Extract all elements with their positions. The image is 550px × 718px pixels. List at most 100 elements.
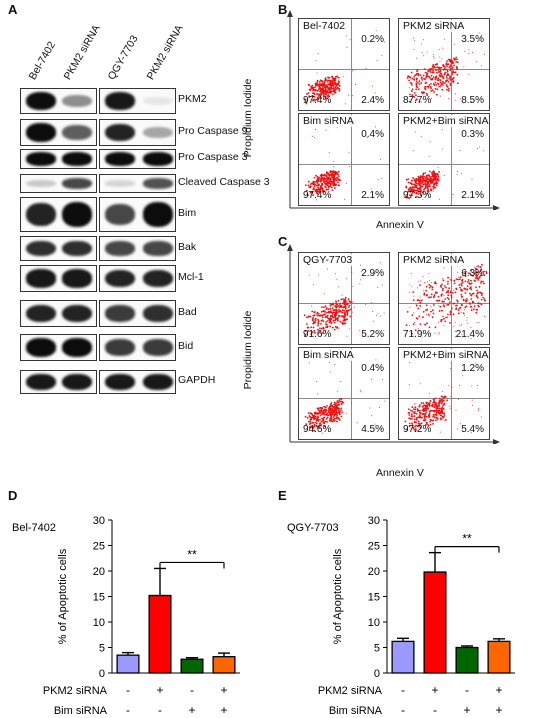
scatter-dot <box>317 184 319 186</box>
scatter-dot <box>419 323 422 325</box>
scatter-dot <box>312 414 315 417</box>
scatter-dot <box>426 51 428 53</box>
condition-mark: - <box>190 683 194 697</box>
scatter-dot <box>316 413 319 416</box>
scatter-dot <box>379 262 381 264</box>
scatter-dot <box>429 315 431 317</box>
scatter-dot <box>347 309 350 312</box>
scatter-dot <box>339 306 341 309</box>
scatter-dot <box>465 300 467 303</box>
scatter-dot <box>431 288 434 291</box>
scatter-dot <box>473 266 475 268</box>
scatter-dot <box>432 69 434 72</box>
scatter-dot <box>446 72 448 73</box>
quadrant-lr-percent: 2.1% <box>461 190 484 201</box>
scatter-dot <box>417 175 420 178</box>
scatter-dot <box>449 69 452 71</box>
scatter-dot <box>415 177 418 180</box>
scatter-dot <box>334 316 336 318</box>
scatter-dot <box>441 76 444 78</box>
scatter-dot <box>332 83 335 86</box>
scatter-dot <box>424 323 427 326</box>
scatter-dot <box>333 420 336 422</box>
scatter-dot <box>432 419 434 422</box>
scatter-dot <box>324 79 327 82</box>
scatter-dot <box>430 97 432 99</box>
scatter-dot <box>437 85 439 87</box>
scatter-dot <box>430 296 432 298</box>
scatter-dot <box>461 324 462 326</box>
scatter-dots <box>405 122 484 201</box>
scatter-dot <box>453 64 455 67</box>
scatter-dot <box>475 272 477 274</box>
scatter-dot <box>377 313 379 315</box>
scatter-dot <box>442 47 444 49</box>
scatter-dot <box>328 321 331 324</box>
blot-band <box>26 240 56 257</box>
scatter-dot <box>335 306 338 309</box>
scatter-dot <box>411 314 414 317</box>
scatter-dot <box>342 315 345 317</box>
scatter-dot <box>437 83 440 85</box>
scatter-dot <box>344 103 346 105</box>
blot-band <box>62 304 92 323</box>
scatter-dot <box>449 58 451 61</box>
scatter-dot <box>421 179 424 182</box>
scatter-dot <box>335 417 337 420</box>
scatter-dot <box>447 63 450 65</box>
scatter-dot <box>439 399 442 402</box>
scatter-dot <box>434 81 437 84</box>
scatter-dot <box>329 171 331 174</box>
scatter-dot <box>443 68 446 70</box>
scatter-dot <box>321 183 324 186</box>
scatter-dot <box>324 316 327 319</box>
scatter-dot <box>422 412 425 415</box>
scatter-dot <box>429 141 431 143</box>
scatter-dots <box>405 261 488 340</box>
scatter-dot <box>337 76 340 79</box>
flow-plot-title: Bim siRNA <box>303 349 354 361</box>
scatter-dot <box>440 66 443 69</box>
scatter-dot <box>408 414 411 416</box>
scatter-dot <box>334 325 337 328</box>
scatter-dot <box>330 417 333 420</box>
scatter-dot <box>334 415 336 417</box>
y-tick-label: 25 <box>368 541 380 553</box>
chart-title: QGY-7703 <box>287 522 339 534</box>
scatter-dot <box>339 310 342 312</box>
scatter-dot <box>442 396 444 399</box>
scatter-dot <box>435 419 437 422</box>
scatter-dot <box>307 92 310 95</box>
scatter-dot <box>348 152 350 154</box>
scatter-dot <box>409 190 412 193</box>
scatter-dot <box>304 98 307 101</box>
scatter-dot <box>428 286 431 289</box>
scatter-dot <box>449 61 452 63</box>
scatter-dot <box>413 48 415 50</box>
scatter-dot <box>449 75 451 77</box>
scatter-dot <box>330 180 333 183</box>
scatter-dot <box>322 326 325 329</box>
scatter-dot <box>347 299 349 301</box>
scatter-dot <box>467 322 469 324</box>
scatter-dot <box>476 61 478 63</box>
scatter-dot <box>436 184 438 187</box>
scatter-dot <box>406 77 409 79</box>
scatter-dot <box>441 80 444 83</box>
scatter-dot <box>419 177 422 179</box>
scatter-dot <box>430 74 433 77</box>
scatter-dot <box>408 197 411 199</box>
scatter-dot <box>437 402 440 405</box>
scatter-dot <box>483 270 485 273</box>
scatter-dot <box>445 88 448 91</box>
blot-band <box>26 202 56 227</box>
scatter-dots <box>404 356 482 434</box>
scatter-dot <box>325 91 328 94</box>
scatter-dot <box>425 304 428 307</box>
scatter-dot <box>336 412 338 415</box>
scatter-dot <box>444 72 446 75</box>
scatter-dot <box>484 316 486 318</box>
blot-label: Bak <box>178 240 197 253</box>
scatter-dot <box>346 335 348 337</box>
scatter-dot <box>436 407 439 409</box>
